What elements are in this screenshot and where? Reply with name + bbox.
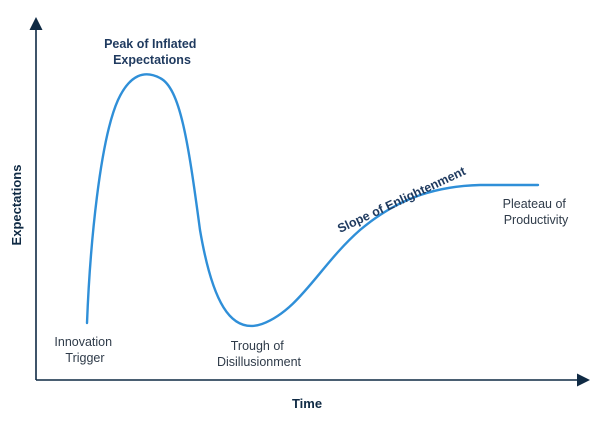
y-axis-label: Expectations [9, 165, 24, 246]
label-peak-line1: Peak of Inflated [104, 37, 196, 51]
label-slope-of-enlightenment: Slope of Enlightenment [335, 164, 468, 236]
label-trough-of-disillusionment: Trough of Disillusionment [217, 339, 302, 369]
label-innovation-trigger: Innovation Trigger [54, 335, 115, 365]
label-innovation-trigger-line1: Innovation [54, 335, 112, 349]
x-axis-arrowhead [577, 373, 590, 387]
y-axis-arrowhead [29, 17, 43, 30]
label-plateau-line1: Pleateau of [503, 197, 567, 211]
label-innovation-trigger-line2: Trigger [65, 351, 104, 365]
label-plateau-line2: Productivity [504, 213, 569, 227]
label-plateau-of-productivity: Pleateau of Productivity [503, 197, 570, 227]
label-peak-line2: Expectations [113, 53, 191, 67]
label-slope-line1: Slope of Enlightenment [335, 164, 468, 236]
label-trough-line2: Disillusionment [217, 355, 302, 369]
label-trough-line1: Trough of [231, 339, 285, 353]
hype-cycle-curve [85, 73, 540, 328]
label-peak-of-inflated-expectations: Peak of Inflated Expectations [104, 37, 200, 67]
x-axis-label: Time [292, 396, 322, 411]
